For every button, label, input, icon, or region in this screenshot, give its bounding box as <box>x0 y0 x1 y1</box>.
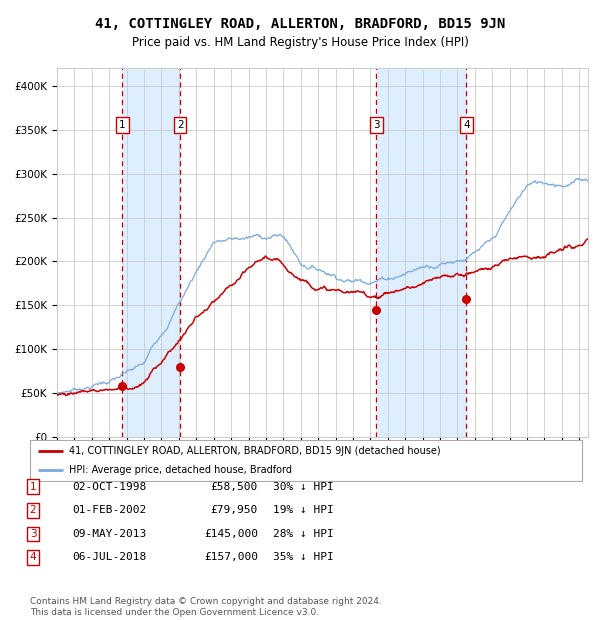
Text: 4: 4 <box>463 120 470 130</box>
Text: £79,950: £79,950 <box>211 505 258 515</box>
Text: 02-OCT-1998: 02-OCT-1998 <box>72 482 146 492</box>
Text: 01-FEB-2002: 01-FEB-2002 <box>72 505 146 515</box>
Text: Contains HM Land Registry data © Crown copyright and database right 2024.
This d: Contains HM Land Registry data © Crown c… <box>30 598 382 617</box>
Text: 1: 1 <box>29 482 37 492</box>
Text: 28% ↓ HPI: 28% ↓ HPI <box>273 529 334 539</box>
Text: £58,500: £58,500 <box>211 482 258 492</box>
Text: HPI: Average price, detached house, Bradford: HPI: Average price, detached house, Brad… <box>68 466 292 476</box>
Text: 30% ↓ HPI: 30% ↓ HPI <box>273 482 334 492</box>
Text: 4: 4 <box>29 552 37 562</box>
Text: Price paid vs. HM Land Registry's House Price Index (HPI): Price paid vs. HM Land Registry's House … <box>131 36 469 49</box>
Text: 19% ↓ HPI: 19% ↓ HPI <box>273 505 334 515</box>
Text: 41, COTTINGLEY ROAD, ALLERTON, BRADFORD, BD15 9JN (detached house): 41, COTTINGLEY ROAD, ALLERTON, BRADFORD,… <box>68 446 440 456</box>
Text: 3: 3 <box>373 120 380 130</box>
Bar <box>376 68 466 437</box>
Text: 1: 1 <box>119 120 125 130</box>
Text: 41, COTTINGLEY ROAD, ALLERTON, BRADFORD, BD15 9JN: 41, COTTINGLEY ROAD, ALLERTON, BRADFORD,… <box>95 17 505 32</box>
Text: 35% ↓ HPI: 35% ↓ HPI <box>273 552 334 562</box>
Text: 09-MAY-2013: 09-MAY-2013 <box>72 529 146 539</box>
Text: £145,000: £145,000 <box>204 529 258 539</box>
Text: 2: 2 <box>177 120 184 130</box>
Text: 2: 2 <box>29 505 37 515</box>
FancyBboxPatch shape <box>30 440 582 480</box>
Bar <box>122 68 180 437</box>
Text: 3: 3 <box>29 529 37 539</box>
Text: 06-JUL-2018: 06-JUL-2018 <box>72 552 146 562</box>
Text: £157,000: £157,000 <box>204 552 258 562</box>
